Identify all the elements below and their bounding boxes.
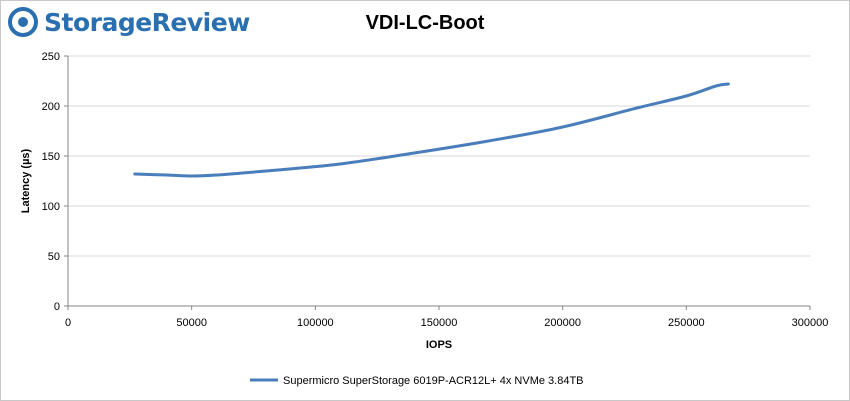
x-tick-labels: 0 50000 100000 150000 200000 250000 300000 <box>65 317 828 329</box>
x-axis-title: IOPS <box>426 339 452 351</box>
storagereview-logo-icon <box>8 7 38 37</box>
series-lines <box>133 82 730 178</box>
legend-item: Supermicro SuperStorage 6019P-ACR12L+ 4x… <box>250 375 584 387</box>
y-tick-label: 0 <box>54 301 60 313</box>
y-tick-label: 150 <box>42 151 60 163</box>
legend-label: Supermicro SuperStorage 6019P-ACR12L+ 4x… <box>283 375 584 387</box>
x-tick-label: 0 <box>65 317 71 329</box>
x-tick-label: 250000 <box>668 317 705 329</box>
x-tick-label: 100000 <box>297 317 334 329</box>
y-tick-label: 250 <box>42 51 60 63</box>
x-tick-label: 50000 <box>176 317 207 329</box>
x-tick-label: 150000 <box>421 317 458 329</box>
y-tick-label: 200 <box>42 101 60 113</box>
brand-name: StorageReview <box>44 7 250 37</box>
y-tick-label: 50 <box>48 251 60 263</box>
grid-lines <box>68 55 810 257</box>
x-tick-label: 200000 <box>544 317 581 329</box>
legend: Supermicro SuperStorage 6019P-ACR12L+ 4x… <box>250 375 584 387</box>
axes <box>64 55 811 310</box>
x-tick-label: 300000 <box>792 317 829 329</box>
y-tick-label: 100 <box>42 201 60 213</box>
chart-title: VDI-LC-Boot <box>365 12 485 34</box>
brand-logo: StorageReview <box>8 4 250 40</box>
y-axis-title: Latency (µs) <box>20 148 32 213</box>
y-tick-labels: 0 50 100 150 200 250 <box>42 51 60 313</box>
series-line <box>133 82 730 178</box>
